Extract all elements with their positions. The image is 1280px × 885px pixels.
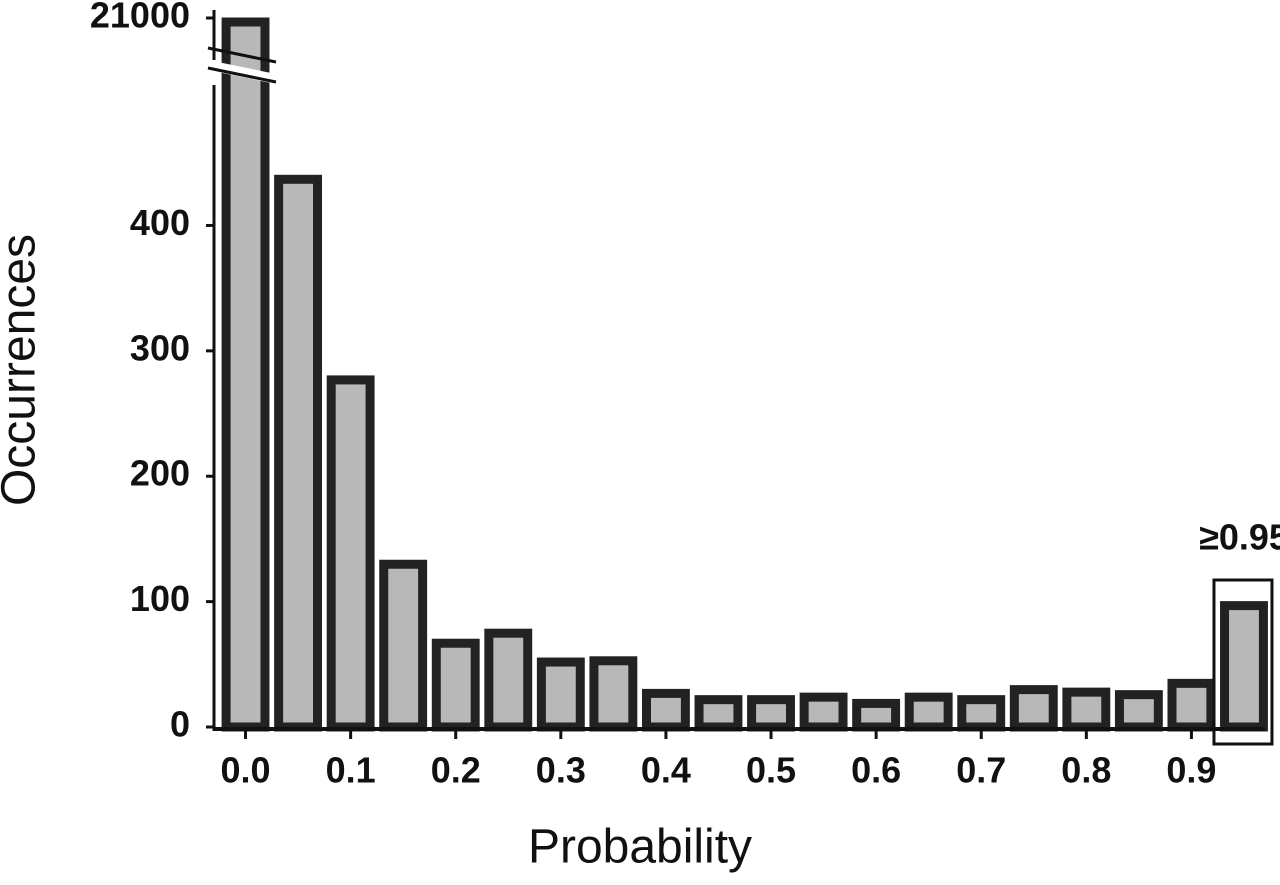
bar xyxy=(799,692,848,732)
bar xyxy=(326,375,375,732)
x-tick-label: 0.5 xyxy=(746,750,796,791)
x-tick-label: 0.9 xyxy=(1166,750,1216,791)
y-tick-label: 200 xyxy=(130,453,190,494)
y-tick-label: 100 xyxy=(130,578,190,619)
bar xyxy=(904,692,953,732)
bar xyxy=(589,656,638,732)
bar xyxy=(379,559,428,732)
x-axis-label: Probability xyxy=(528,821,752,874)
x-tick-label: 0.1 xyxy=(326,750,376,791)
x-tick-label: 0.2 xyxy=(431,750,481,791)
bar xyxy=(1114,690,1163,732)
bar xyxy=(431,638,480,732)
bar xyxy=(1009,685,1058,732)
bar xyxy=(1167,678,1216,732)
x-tick-label: 0.6 xyxy=(851,750,901,791)
axis-break xyxy=(207,66,277,84)
bar xyxy=(1220,601,1268,732)
bar xyxy=(957,695,1006,732)
bar xyxy=(274,174,323,732)
bar xyxy=(484,628,533,732)
x-tick-label: 0.3 xyxy=(536,750,586,791)
bar xyxy=(1062,687,1111,732)
bar xyxy=(641,688,690,732)
axis-break xyxy=(207,46,277,64)
x-tick-label: 0.0 xyxy=(221,750,271,791)
annotation: ≥0.95 xyxy=(1199,517,1280,558)
bar xyxy=(694,695,743,732)
x-tick-label: 0.8 xyxy=(1061,750,1111,791)
annotation-box xyxy=(1212,578,1274,746)
y-tick-label: 21000 xyxy=(90,0,190,36)
bar xyxy=(852,698,901,732)
bar xyxy=(221,17,270,732)
x-tick-label: 0.4 xyxy=(641,750,691,791)
y-tick-label: 400 xyxy=(130,202,190,243)
bar xyxy=(747,695,795,732)
y-axis-label: Occurrences xyxy=(0,234,46,506)
x-tick-label: 0.7 xyxy=(956,750,1006,791)
y-tick-label: 300 xyxy=(130,327,190,368)
y-tick-label: 0 xyxy=(170,704,190,745)
bar xyxy=(536,657,585,732)
